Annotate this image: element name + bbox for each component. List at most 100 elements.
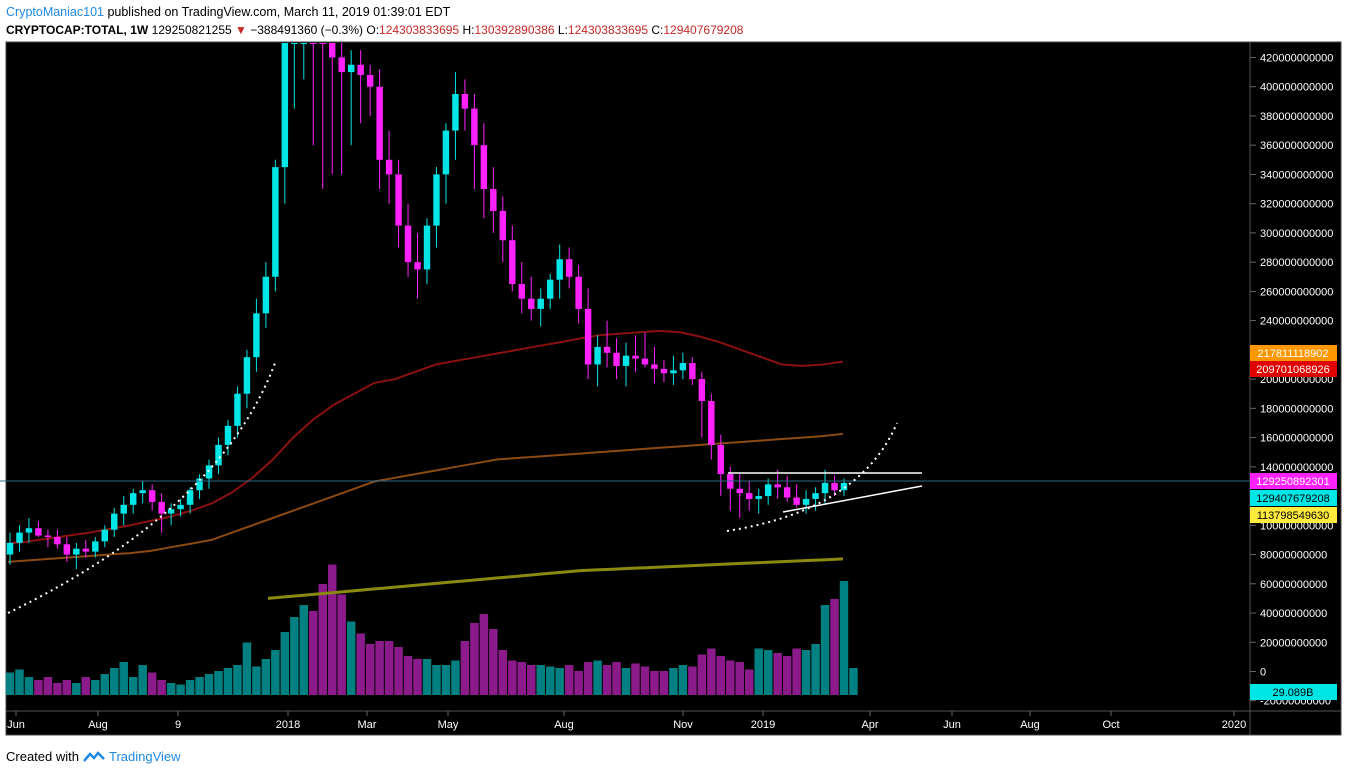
volume-bar — [782, 656, 792, 695]
volume-bar — [583, 662, 593, 695]
price-tick-label: 100000000000 — [1260, 520, 1333, 532]
volume-bar — [508, 660, 517, 695]
volume-bar — [204, 674, 214, 695]
candle-up — [622, 355, 630, 366]
volume-bar — [479, 614, 489, 695]
candles — [6, 43, 848, 570]
candle-down — [480, 145, 488, 190]
volume-bar — [640, 666, 650, 695]
volume-bar — [166, 683, 176, 695]
curve-dotted-left — [7, 362, 276, 614]
candle-up — [442, 130, 450, 175]
candle-up — [423, 225, 431, 270]
candle-down — [774, 484, 781, 488]
tradingview-logo-icon — [83, 750, 105, 762]
volume-bar — [100, 674, 110, 695]
volume-bar — [536, 665, 545, 695]
candle-up — [670, 370, 677, 374]
open-value: 124303833695 — [379, 23, 460, 37]
volume-bar — [299, 605, 309, 695]
price-tick-label: 140000000000 — [1260, 462, 1333, 474]
volume-bar — [555, 668, 564, 695]
time-tick-label: Aug — [88, 719, 108, 731]
candle-up — [224, 425, 232, 445]
time-tick-label: Aug — [554, 719, 574, 731]
candle-up — [433, 174, 440, 226]
candle-down — [414, 262, 421, 270]
time-tick-label: 9 — [175, 719, 181, 731]
volume-bar — [261, 659, 271, 695]
volume-bar — [849, 668, 858, 695]
candle-up — [234, 393, 241, 426]
symbol-header: CRYPTOCAP:TOTAL, 1W 129250821255 ▼ −3884… — [6, 23, 743, 37]
candle-up — [92, 541, 99, 552]
candle-up — [291, 43, 298, 44]
close-label: C: — [651, 23, 664, 37]
candle-down — [82, 548, 90, 552]
volume-bar — [290, 617, 299, 695]
candle-down — [63, 544, 71, 555]
volume-bar — [195, 677, 204, 695]
time-axis: Jun Aug 9 2018 Mar May Aug Nov 2019 Apr Jun Aug Oct 2… — [7, 711, 1246, 731]
volume-bar — [53, 683, 62, 695]
volume-bar — [432, 665, 441, 695]
volume-bar — [422, 659, 432, 695]
volume-bar — [119, 662, 128, 695]
candle-down — [357, 64, 364, 76]
low-label: L: — [557, 23, 568, 37]
candle-up — [16, 532, 23, 543]
volume-bar — [489, 629, 498, 695]
volume-bar — [735, 662, 744, 695]
price-tick-label: 180000000000 — [1260, 403, 1333, 415]
candle-up — [764, 484, 772, 497]
volume-bar — [744, 669, 754, 695]
candle-up — [546, 279, 554, 299]
price-chart[interactable]: 4200000000004000000000003800000000003600… — [0, 40, 1348, 740]
candle-down — [148, 490, 156, 502]
candle-up — [6, 542, 14, 555]
candle-up — [139, 490, 146, 494]
author-link[interactable]: CryptoManiac101 — [6, 5, 104, 19]
price-label-box — [1250, 684, 1337, 700]
volume-bar — [545, 666, 555, 695]
volume-bar — [214, 671, 223, 695]
volume-bar — [138, 665, 147, 695]
volume-bar — [346, 621, 356, 695]
volume-bar — [81, 677, 91, 695]
volume-bar — [839, 581, 849, 695]
time-tick-label: May — [438, 719, 459, 731]
symbol-name: CRYPTOCAP:TOTAL, 1W — [6, 23, 149, 37]
volume-bar — [830, 599, 839, 695]
candle-down — [528, 298, 535, 309]
volume-bar — [451, 660, 460, 695]
volume-bar — [460, 641, 470, 695]
price-tick-label: 340000000000 — [1260, 169, 1333, 181]
candle-up — [73, 548, 80, 555]
time-tick-label: 2018 — [276, 719, 300, 731]
time-tick-label: Aug — [1020, 719, 1040, 731]
volume-bar — [365, 644, 375, 695]
candle-down — [831, 482, 838, 491]
published-text: published on TradingView.com, March 11, … — [107, 5, 451, 19]
volume-bar — [820, 605, 830, 695]
volume-bar — [773, 653, 782, 695]
volume-bar — [726, 660, 735, 695]
time-tick-label: Jun — [7, 719, 25, 731]
candle-up — [167, 509, 175, 514]
volume-bar — [403, 656, 413, 695]
volume-bar — [128, 677, 138, 695]
volume-bar — [621, 668, 631, 695]
last-price: 129250821255 — [151, 23, 232, 37]
price-tick-label: 0 — [1260, 667, 1266, 679]
volume-bar — [669, 668, 678, 695]
candle-up — [281, 43, 289, 168]
price-label-box — [1250, 490, 1337, 506]
price-tick-label: 40000000000 — [1260, 608, 1327, 620]
price-label-text: 217811118902 — [1258, 348, 1329, 360]
price-tick-label: 420000000000 — [1260, 52, 1333, 64]
volume-bar — [223, 668, 233, 695]
price-tick-label: 60000000000 — [1260, 579, 1327, 591]
tradingview-link[interactable]: TradingView — [108, 749, 181, 764]
drawings — [0, 362, 1250, 614]
candle-down — [641, 358, 649, 365]
